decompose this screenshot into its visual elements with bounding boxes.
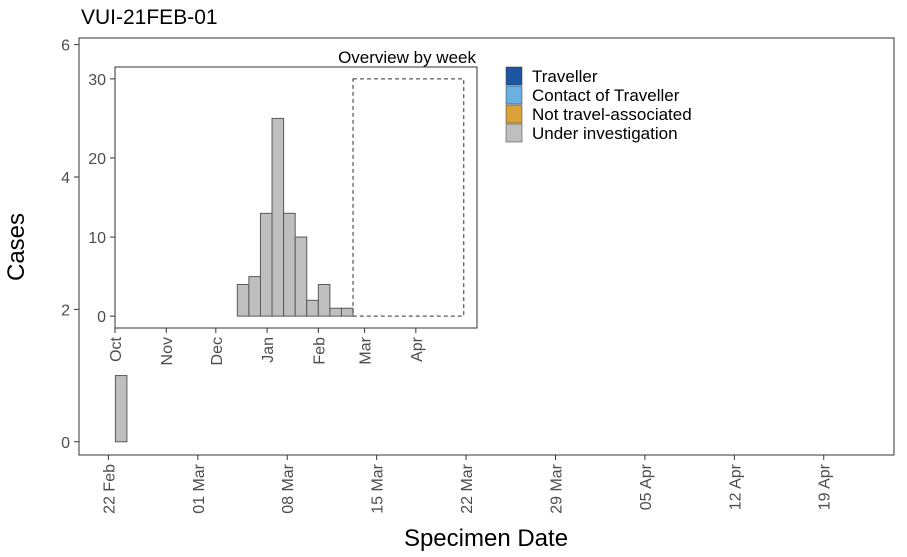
legend-swatch (505, 66, 523, 86)
chart-title: VUI-21FEB-01 (81, 6, 218, 29)
main-y-axis: 0 2 4 6 (61, 38, 79, 452)
legend-swatch (505, 104, 523, 124)
inset-bar (236, 284, 250, 317)
inset-x-tick-label: Apr (409, 336, 426, 362)
legend-label: Not travel-associated (532, 105, 692, 124)
inset-x-tick-label: Dec (209, 337, 226, 365)
inset-bar (340, 307, 354, 317)
inset-bar (248, 276, 261, 317)
main-x-axis: 22 Feb 01 Mar 08 Mar 15 Mar 22 Mar 29 Mar 05 A… (101, 455, 834, 514)
y-tick-label: 4 (61, 170, 70, 187)
inset-bars (236, 117, 354, 317)
main-bars (114, 375, 128, 443)
y-axis-title: Cases (3, 213, 30, 281)
inset-y-tick-label: 0 (97, 309, 106, 326)
inset-y-tick-label: 10 (88, 230, 106, 247)
inset-x-tick-label: Jan (260, 337, 277, 363)
inset-zoom-window (352, 78, 465, 317)
inset-y-tick-label: 30 (88, 72, 106, 89)
inset-y-tick-label: 20 (88, 151, 106, 168)
bar (114, 375, 128, 443)
inset-x-axis: Oct Nov Dec Jan Feb Mar Apr (108, 328, 426, 365)
x-tick-label: 01 Mar (191, 463, 208, 513)
y-tick-label: 0 (61, 435, 70, 452)
y-tick-label: 6 (61, 38, 70, 55)
legend-swatch (505, 85, 523, 105)
inset-bar (329, 307, 342, 317)
x-tick-label: 08 Mar (280, 463, 297, 513)
x-tick-label: 22 Feb (101, 464, 118, 514)
legend-label: Under investigation (532, 124, 678, 143)
x-tick-label: 19 Apr (817, 463, 834, 510)
inset-x-tick-label: Nov (159, 337, 176, 365)
legend-swatch (505, 123, 523, 143)
inset-bar (271, 117, 285, 317)
x-tick-label: 29 Mar (548, 463, 565, 513)
x-tick-label: 05 Apr (638, 463, 655, 510)
inset-bar (317, 284, 331, 317)
x-tick-label: 12 Apr (727, 463, 744, 510)
inset-bar (306, 299, 319, 317)
x-tick-label: 22 Mar (459, 463, 476, 513)
y-tick-label: 2 (61, 302, 70, 319)
zoom-window-rect (352, 78, 465, 317)
inset-x-tick-label: Oct (108, 336, 125, 361)
inset-y-axis: 0 10 20 30 (88, 72, 115, 326)
legend-label: Contact of Traveller (532, 86, 680, 105)
x-axis-title: Specimen Date (404, 525, 568, 552)
legend-label: Traveller (532, 67, 598, 86)
inset-title: Overview by week (338, 48, 476, 67)
inset-x-tick-label: Feb (311, 337, 328, 365)
x-tick-label: 15 Mar (370, 463, 387, 513)
inset-bar (294, 236, 308, 317)
inset-bar (259, 212, 273, 317)
inset-bar (283, 212, 296, 317)
inset-x-tick-label: Mar (358, 336, 375, 364)
